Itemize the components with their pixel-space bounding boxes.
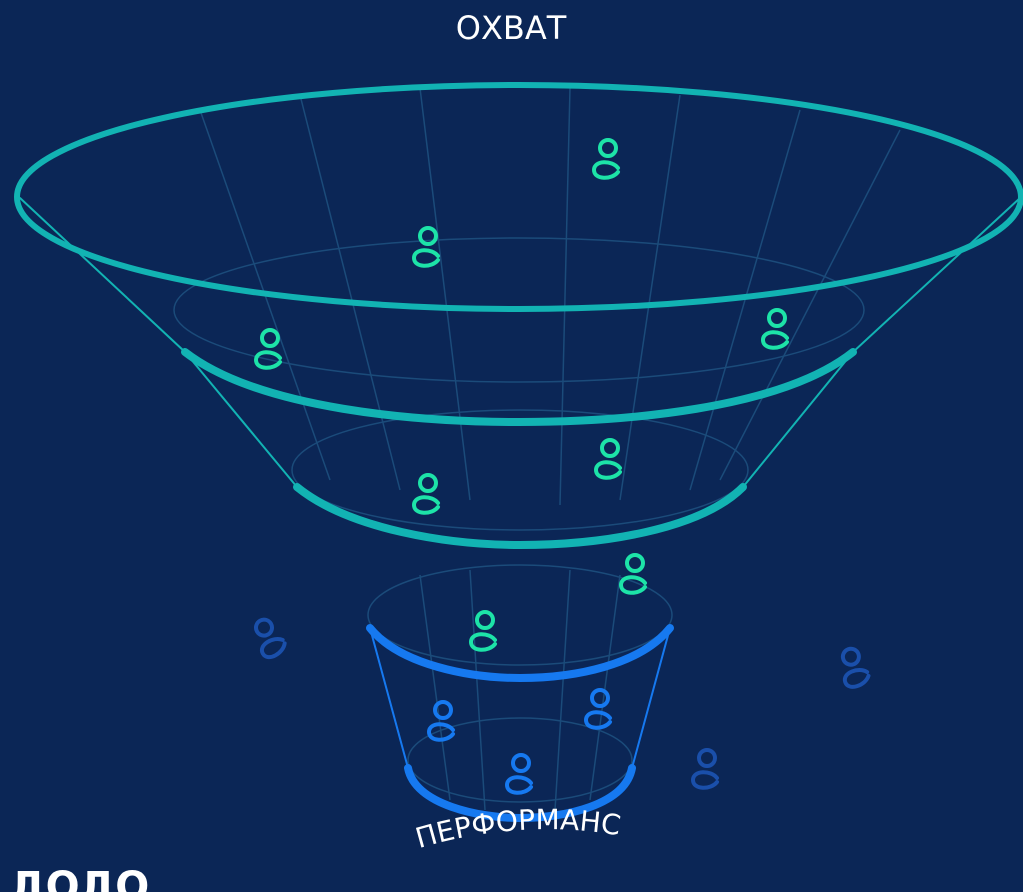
top-label: ОХВАТ	[456, 9, 567, 47]
background	[0, 0, 1023, 892]
logo: ДОДО	[10, 864, 149, 892]
illustration: ОХВАТ ПЕРФОРМАНС ДОДО	[0, 0, 1023, 892]
